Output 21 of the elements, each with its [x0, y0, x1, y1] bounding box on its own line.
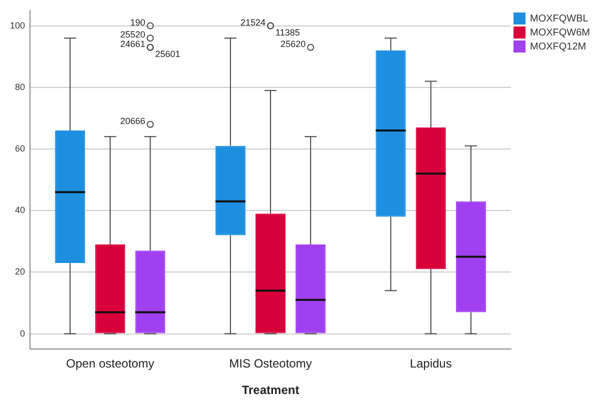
x-tick-label: Lapidus: [410, 356, 452, 371]
annotation: 25601: [155, 48, 180, 59]
legend-label: MOXFQW6M: [530, 27, 590, 38]
annotation: 21524: [240, 17, 266, 28]
y-tick-label: 20: [15, 266, 26, 277]
y-tick-label: 0: [20, 328, 26, 338]
legend-label: MOXFQWBL: [530, 13, 589, 24]
y-tick-label: 80: [15, 82, 26, 92]
annotation: 190: [130, 17, 146, 28]
x-axis-title: Treatment: [242, 383, 300, 398]
annotation: 11385: [276, 27, 300, 38]
annotation: 25620: [280, 38, 306, 49]
y-tick-label: 60: [15, 143, 26, 154]
y-tick-label: 40: [15, 205, 26, 216]
annotation: 20666: [120, 116, 146, 126]
legend-label: MOXFQ12M: [530, 41, 586, 52]
annotation: 24661: [120, 38, 146, 49]
x-tick-label: MIS Osteotomy: [229, 356, 312, 371]
x-tick-label: Open osteotomy: [66, 356, 154, 371]
y-tick-label: 100: [10, 20, 26, 30]
annotation: 25520: [120, 30, 146, 40]
